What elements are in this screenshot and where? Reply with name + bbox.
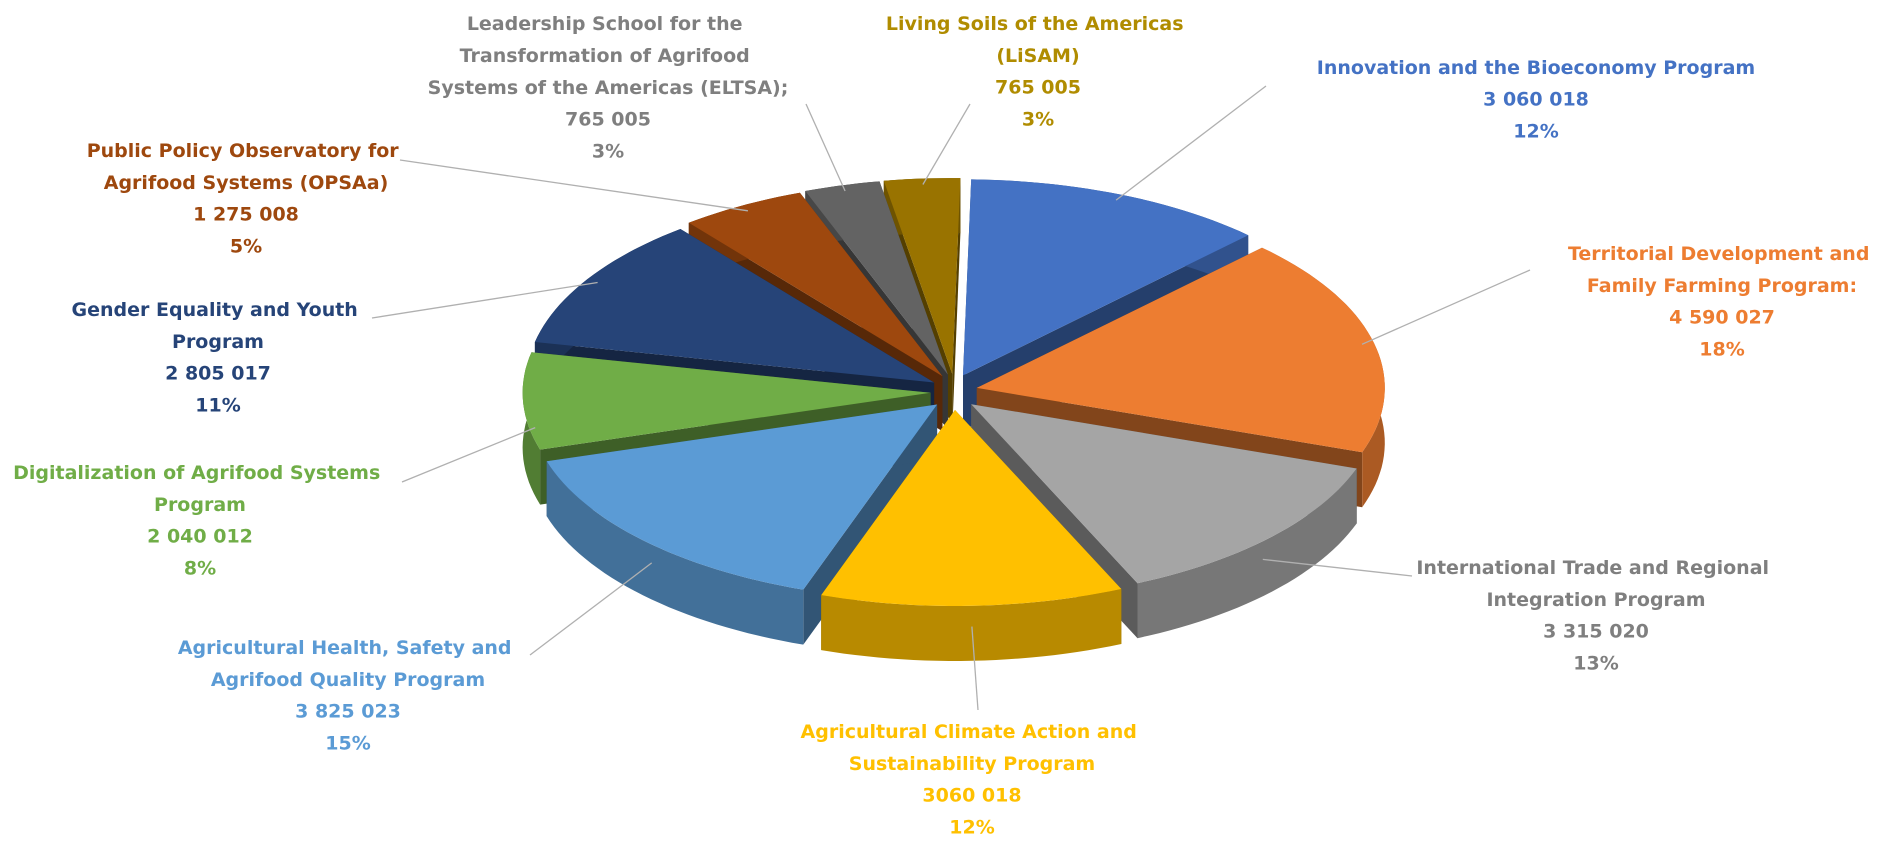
label-line: Gender Equality and Youth: [72, 299, 365, 321]
label-line: Agricultural Climate Action and: [801, 721, 1144, 743]
label-line: Family Farming Program:: [1587, 275, 1857, 297]
slice-label: Innovation and the Bioeconomy Program: [1317, 57, 1755, 79]
percentage-label: 15%: [325, 733, 370, 755]
label-line: Systems of the Americas (ELTSA);: [428, 77, 789, 99]
leader-line: [1361, 269, 1531, 345]
slice: [522, 352, 931, 450]
label-line: Leadership School for the: [467, 13, 749, 35]
percentage-label: 8%: [184, 558, 216, 580]
value-label: 3060 018: [922, 785, 1021, 807]
leader-line: [922, 103, 971, 185]
label-line: Agricultural Health, Safety and: [178, 637, 518, 659]
percentage-label: 13%: [1573, 653, 1618, 675]
value-label: 2 805 017: [165, 363, 271, 385]
percentage-label: 11%: [195, 395, 240, 417]
percentage-label: 3%: [1022, 109, 1054, 131]
value-label: 1 275 008: [193, 204, 299, 226]
slice-label: Agricultural Climate Action and Sustaina…: [801, 721, 1144, 775]
label-line: International Trade and Regional: [1416, 557, 1775, 579]
value-label: 2 040 012: [147, 526, 253, 548]
label-line: Agrifood Quality Program: [211, 669, 485, 691]
leader-line: [371, 281, 598, 319]
slice-wall: [1137, 468, 1357, 639]
slice: [805, 181, 948, 375]
percentage-label: 12%: [949, 817, 994, 839]
value-label: 3 825 023: [295, 701, 401, 723]
percentage-label: 12%: [1513, 121, 1558, 143]
slice-label: Gender Equality and Youth Program: [72, 299, 365, 353]
label-line: Territorial Development and: [1568, 243, 1876, 265]
label-line: Program: [154, 494, 246, 516]
slice: [534, 229, 935, 383]
slice-wall: [821, 589, 1122, 661]
leader-line: [1262, 558, 1413, 577]
leader-line: [1115, 85, 1267, 201]
label-line: Living Soils of the Americas: [886, 13, 1190, 35]
value-label: 4 590 027: [1669, 307, 1775, 329]
slice-label: Leadership School for the Transformation…: [428, 13, 789, 99]
value-label: 3 060 018: [1483, 89, 1589, 111]
slice-label: International Trade and Regional Integra…: [1416, 557, 1775, 611]
leader-line: [399, 159, 748, 212]
label-line: Agrifood Systems (OPSAa): [104, 172, 389, 194]
label-line: Integration Program: [1486, 589, 1705, 611]
label-line: Sustainability Program: [849, 753, 1095, 775]
percentage-label: 18%: [1699, 339, 1744, 361]
slice-side: [952, 178, 961, 429]
percentage-label: 5%: [230, 236, 262, 258]
value-label: 765 005: [995, 77, 1081, 99]
label-line: Program: [172, 331, 264, 353]
slice: [883, 178, 961, 374]
slice: [821, 410, 1122, 606]
label-line: Innovation and the Bioeconomy Program: [1317, 57, 1755, 79]
slice: [546, 404, 938, 590]
slice: [688, 192, 943, 377]
slice-label: Territorial Development and Family Farmi…: [1568, 243, 1876, 297]
slice-wall: [546, 461, 804, 645]
label-line: Public Policy Observatory for: [87, 140, 406, 162]
slice: [976, 247, 1385, 453]
slice-label: Digitalization of Agrifood Systems Progr…: [13, 462, 387, 516]
slice-label: Agricultural Health, Safety and Agrifood…: [178, 637, 518, 691]
slice: [963, 179, 1249, 376]
label-line: Transformation of Agrifood: [460, 45, 757, 67]
leader-line: [971, 626, 979, 711]
slice-label: Public Policy Observatory for Agrifood S…: [87, 140, 406, 194]
value-label: 765 005: [565, 109, 651, 131]
slice-label: Living Soils of the Americas (LiSAM): [886, 13, 1190, 67]
slice: [971, 404, 1357, 584]
value-label: 3 315 020: [1543, 621, 1649, 643]
leader-line: [529, 562, 653, 656]
percentage-label: 3%: [592, 141, 624, 163]
label-line: (LiSAM): [996, 45, 1079, 67]
leader-line: [805, 103, 846, 192]
leader-line: [401, 426, 536, 483]
label-line: Digitalization of Agrifood Systems: [13, 462, 387, 484]
